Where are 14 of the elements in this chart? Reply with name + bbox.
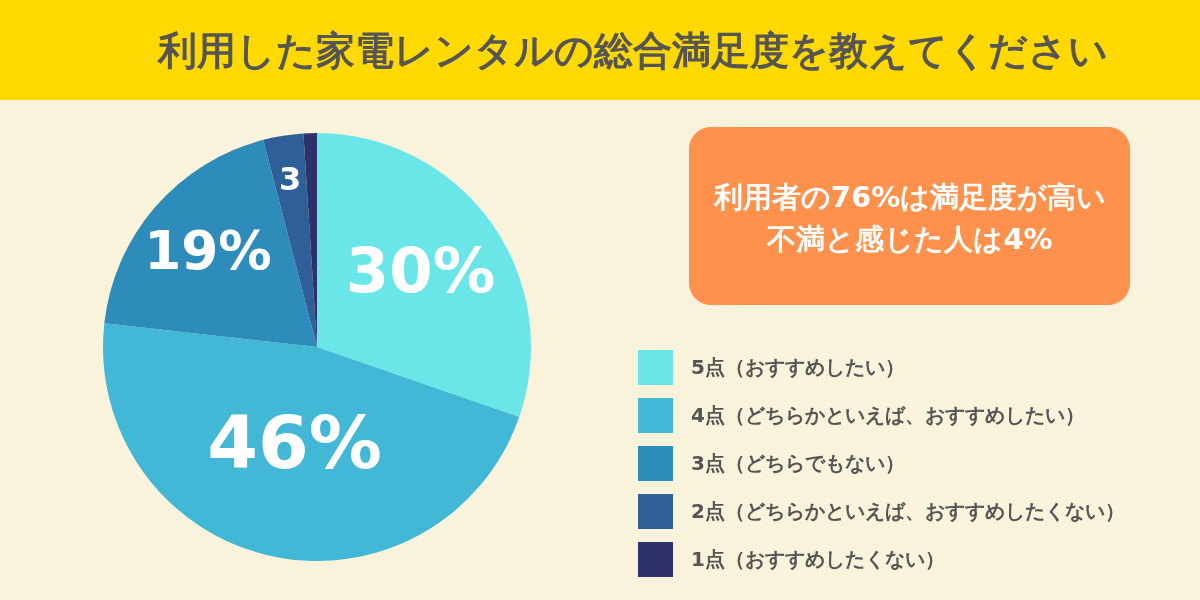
data-label: 3 [279,159,302,198]
legend-label: 3点（どちらでもない） [691,450,905,475]
legend-label: 5点（おすすめしたい） [691,354,905,379]
text: 不満と感じた人は4% [766,222,1053,256]
data-label: 46% [207,400,382,486]
chart-title: 利用した家電レンタルの総合満足度を教えてください [156,28,1108,73]
text: 利用者の76%は満足度が高い [712,180,1107,214]
data-label: 30% [345,234,496,308]
legend-label: 1点（おすすめしたくない） [691,546,945,571]
legend-label: 4点（どちらかといえば、おすすめしたい） [691,402,1085,427]
data-label: 19% [144,218,272,282]
pie-slice [103,323,520,561]
pie-slice [104,139,317,347]
legend-label: 2点（どちらかといえば、おすすめしたくない） [691,498,1125,523]
